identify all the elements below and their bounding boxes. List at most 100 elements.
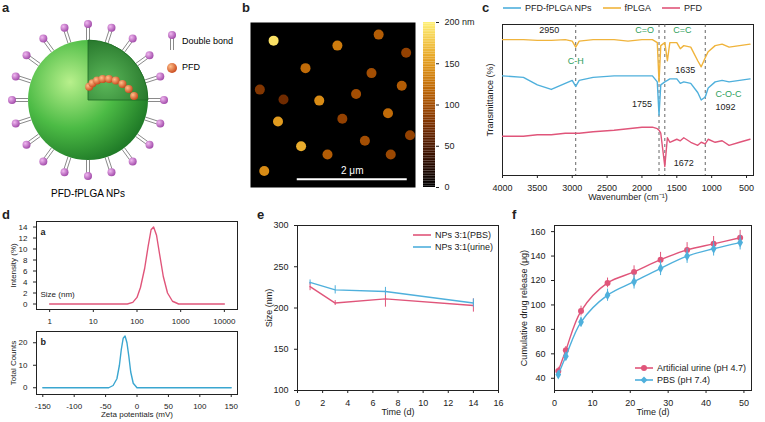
svg-text:C-H: C-H: [568, 56, 584, 66]
html-text:b: b: [242, 0, 250, 15]
html-text:PBS (pH 7.4): PBS (pH 7.4): [657, 375, 710, 385]
svg-text:4: 4: [23, 278, 28, 287]
svg-text:2 μm: 2 μm: [341, 165, 363, 176]
svg-text:Size (nm): Size (nm): [264, 289, 274, 328]
svg-text:100: 100: [530, 300, 545, 310]
svg-text:20: 20: [19, 338, 28, 347]
svg-text:0: 0: [23, 300, 28, 309]
svg-text:250: 250: [273, 262, 288, 272]
html-text:fPLGA: fPLGA: [624, 3, 651, 13]
svg-text:2: 2: [320, 398, 325, 408]
svg-text:4000: 4000: [492, 183, 512, 193]
svg-text:300: 300: [273, 220, 288, 230]
svg-text:150: 150: [445, 59, 460, 69]
svg-text:-50: -50: [99, 402, 112, 412]
svg-text:1: 1: [47, 317, 52, 325]
svg-text:8: 8: [395, 397, 401, 408]
svg-text:0: 0: [23, 383, 28, 392]
svg-text:Wavenumber (cm⁻¹): Wavenumber (cm⁻¹): [588, 192, 668, 202]
html-text:NPs 3:1(PBS): NPs 3:1(PBS): [435, 230, 491, 240]
svg-text:50: 50: [164, 402, 173, 412]
svg-text:100: 100: [130, 317, 144, 325]
svg-text:10000: 10000: [213, 317, 236, 325]
svg-text:1000: 1000: [172, 317, 190, 325]
svg-text:1000: 1000: [702, 183, 722, 193]
svg-text:100: 100: [193, 402, 207, 411]
svg-text:6: 6: [370, 398, 375, 408]
svg-text:0: 0: [445, 182, 450, 192]
svg-text:PFD: PFD: [182, 62, 201, 72]
svg-text:3000: 3000: [562, 183, 582, 193]
svg-text:14: 14: [468, 398, 478, 408]
html-text:c: c: [482, 0, 490, 15]
svg-text:Size (nm): Size (nm): [41, 290, 76, 299]
svg-text:Double bond: Double bond: [182, 36, 233, 46]
svg-text:80: 80: [535, 324, 545, 334]
svg-text:200 nm: 200 nm: [445, 17, 475, 27]
svg-text:0: 0: [295, 398, 300, 408]
svg-text:12: 12: [443, 398, 453, 408]
svg-text:2500: 2500: [597, 182, 618, 193]
svg-text:2950: 2950: [539, 25, 559, 35]
svg-text:150: 150: [225, 402, 239, 411]
svg-text:10: 10: [587, 398, 597, 408]
svg-text:10: 10: [19, 245, 28, 254]
svg-text:1500: 1500: [667, 183, 687, 193]
svg-text:C=O: C=O: [635, 25, 654, 35]
svg-text:C-O-C: C-O-C: [715, 89, 741, 99]
svg-text:160: 160: [530, 226, 545, 236]
svg-text:50: 50: [739, 398, 749, 408]
svg-text:Cumulative drug release (μg): Cumulative drug release (μg): [519, 250, 529, 366]
svg-text:1635: 1635: [675, 65, 695, 75]
svg-text:3500: 3500: [527, 183, 547, 193]
svg-text:140: 140: [530, 251, 545, 261]
svg-text:PFD-fPLGA NPs: PFD-fPLGA NPs: [51, 188, 125, 199]
svg-text:150: 150: [273, 344, 288, 354]
svg-text:2: 2: [23, 289, 28, 298]
svg-text:10: 10: [19, 361, 28, 370]
svg-text:10: 10: [89, 317, 98, 325]
svg-text:14: 14: [19, 223, 28, 232]
svg-text:1092: 1092: [716, 102, 736, 112]
html-text:NPs 3:1(urine): NPs 3:1(urine): [435, 242, 493, 252]
svg-text:-150: -150: [35, 402, 52, 411]
svg-text:120: 120: [530, 275, 545, 285]
html-text:PFD: PFD: [684, 3, 702, 13]
html-text:e: e: [257, 207, 265, 222]
svg-text:2000: 2000: [631, 182, 652, 193]
svg-text:8: 8: [23, 256, 28, 265]
svg-text:Time (d): Time (d): [381, 407, 414, 417]
svg-text:b: b: [41, 337, 47, 347]
svg-text:1672: 1672: [674, 158, 694, 168]
svg-text:10: 10: [418, 398, 428, 408]
html-text:a: a: [2, 0, 10, 15]
html-text:Artificial urine (pH 4.7): Artificial urine (pH 4.7): [657, 363, 746, 373]
svg-text:40: 40: [535, 373, 545, 383]
svg-text:100: 100: [273, 385, 288, 395]
svg-text:50: 50: [445, 141, 455, 151]
html-text:Transmittance (%): Transmittance (%): [485, 62, 495, 137]
svg-text:1755: 1755: [632, 99, 652, 109]
svg-text:60: 60: [535, 349, 545, 359]
html-text:PFD-fPLGA NPs: PFD-fPLGA NPs: [525, 3, 592, 13]
svg-text:0: 0: [552, 398, 557, 408]
svg-text:20: 20: [625, 398, 635, 408]
svg-text:16: 16: [493, 398, 503, 408]
svg-text:12: 12: [19, 234, 28, 243]
html-text:d: d: [2, 207, 10, 222]
svg-text:4: 4: [345, 398, 350, 408]
svg-text:100: 100: [445, 100, 460, 110]
svg-text:a: a: [41, 227, 47, 237]
svg-text:500: 500: [739, 183, 754, 193]
svg-text:6: 6: [23, 267, 28, 276]
svg-text:Zeta potentials (mV): Zeta potentials (mV): [101, 410, 173, 419]
svg-text:0: 0: [134, 402, 140, 412]
svg-text:40: 40: [701, 398, 711, 408]
svg-text:30: 30: [663, 397, 674, 408]
svg-text:200: 200: [273, 303, 288, 313]
svg-text:C=C: C=C: [673, 25, 692, 35]
svg-text:-100: -100: [66, 402, 83, 411]
svg-text:Total Counts: Total Counts: [9, 341, 18, 385]
svg-text:Time (d): Time (d): [636, 407, 669, 417]
svg-text:Intensity (%): Intensity (%): [9, 243, 18, 288]
